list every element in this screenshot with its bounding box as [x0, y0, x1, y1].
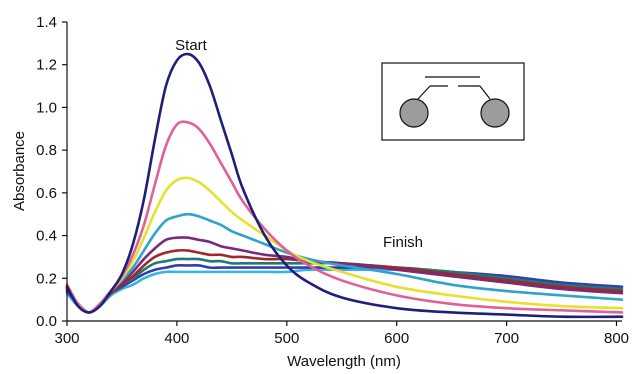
- x-tick-label: 600: [384, 330, 409, 347]
- x-tick-label: 400: [164, 330, 189, 347]
- inset-diagram: [381, 62, 525, 141]
- plot-area: [65, 52, 624, 319]
- y-axis-title: Absorbance: [11, 131, 28, 211]
- inset-link-right: [479, 85, 491, 100]
- y-tick-label: 0.0: [36, 313, 57, 330]
- y-tick-label: 1.0: [36, 99, 57, 116]
- x-tick-label: 300: [54, 330, 79, 347]
- series-line-1: [65, 52, 624, 319]
- finish-annotation: Finish: [383, 234, 423, 251]
- x-tick-label: 700: [494, 330, 519, 347]
- y-tick-label: 1.2: [36, 57, 57, 74]
- x-axis-title: Wavelength (nm): [287, 353, 401, 370]
- y-axis-ticks: 0.0 0.2 0.4 0.6 0.8 1.0 1.2 1.4: [36, 14, 67, 330]
- y-tick-label: 0.2: [36, 270, 57, 287]
- y-tick-label: 0.6: [36, 185, 57, 202]
- y-tick-label: 0.4: [36, 228, 57, 245]
- x-tick-label: 800: [604, 330, 629, 347]
- series-line-6: [65, 248, 624, 314]
- y-tick-label: 1.4: [36, 14, 57, 31]
- series-line-9: [65, 268, 624, 314]
- inset-particle-left: [399, 98, 429, 128]
- start-annotation: Start: [175, 37, 208, 54]
- inset-link-left: [417, 85, 431, 100]
- y-tick-label: 0.8: [36, 142, 57, 159]
- x-tick-label: 500: [274, 330, 299, 347]
- x-axis-ticks: 300 400 500 600 700 800: [54, 321, 629, 347]
- inset-particle-right: [480, 98, 510, 128]
